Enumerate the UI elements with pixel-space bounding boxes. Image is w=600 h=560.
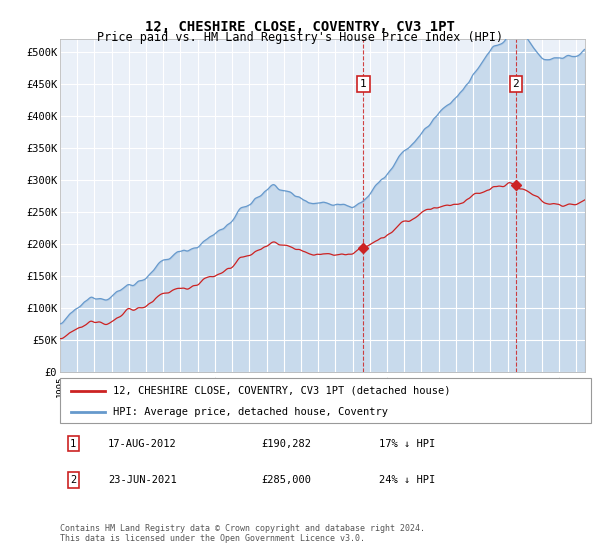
Text: 12, CHESHIRE CLOSE, COVENTRY, CV3 1PT: 12, CHESHIRE CLOSE, COVENTRY, CV3 1PT xyxy=(145,20,455,34)
Text: 1: 1 xyxy=(360,79,367,89)
Text: HPI: Average price, detached house, Coventry: HPI: Average price, detached house, Cove… xyxy=(113,407,388,417)
Text: £285,000: £285,000 xyxy=(262,475,312,485)
Text: 17-AUG-2012: 17-AUG-2012 xyxy=(108,438,176,449)
FancyBboxPatch shape xyxy=(60,378,591,423)
Text: 2: 2 xyxy=(70,475,76,485)
Text: 2: 2 xyxy=(512,79,519,89)
Text: 17% ↓ HPI: 17% ↓ HPI xyxy=(379,438,435,449)
Text: 12, CHESHIRE CLOSE, COVENTRY, CV3 1PT (detached house): 12, CHESHIRE CLOSE, COVENTRY, CV3 1PT (d… xyxy=(113,385,451,395)
Text: £190,282: £190,282 xyxy=(262,438,312,449)
Text: 23-JUN-2021: 23-JUN-2021 xyxy=(108,475,176,485)
Text: 24% ↓ HPI: 24% ↓ HPI xyxy=(379,475,435,485)
Text: Contains HM Land Registry data © Crown copyright and database right 2024.
This d: Contains HM Land Registry data © Crown c… xyxy=(60,524,425,543)
Text: 1: 1 xyxy=(70,438,76,449)
Text: Price paid vs. HM Land Registry's House Price Index (HPI): Price paid vs. HM Land Registry's House … xyxy=(97,31,503,44)
